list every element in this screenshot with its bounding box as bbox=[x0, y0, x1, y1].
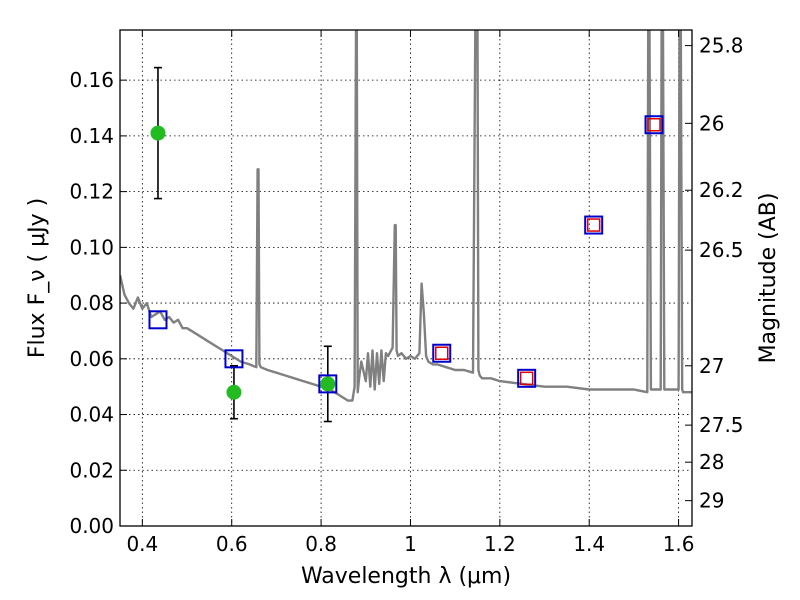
data-layer bbox=[120, 30, 692, 423]
model-square bbox=[224, 349, 244, 369]
y-tick-label: 0.06 bbox=[69, 347, 114, 371]
y-tick-label: 0.12 bbox=[69, 180, 114, 204]
x-tick-label: 0.8 bbox=[305, 532, 337, 556]
model-square-inner bbox=[647, 117, 661, 132]
right-tick-label: 27 bbox=[699, 354, 724, 378]
model-square-inner bbox=[435, 346, 449, 360]
y-tick-label: 0.04 bbox=[69, 403, 114, 427]
axes: 0.4 0.6 0.8 1 1.2 1.4 1.6 0.00 0.02 0.04 0.06 0.08 0… bbox=[69, 30, 744, 556]
spectrum-line bbox=[120, 30, 692, 402]
model-square bbox=[318, 374, 338, 394]
x-tick-label: 1.6 bbox=[663, 532, 695, 556]
y-tick-label: 0.08 bbox=[69, 291, 114, 315]
observed-point bbox=[150, 125, 166, 141]
right-tick-label: 26.5 bbox=[699, 238, 744, 262]
right-tick-label: 26 bbox=[699, 111, 724, 135]
right-axis-label: Magnitude (AB) bbox=[756, 193, 781, 364]
x-tick-label: 0.4 bbox=[126, 532, 158, 556]
right-tick-label: 27.5 bbox=[699, 413, 744, 437]
y-tick-label: 0.02 bbox=[69, 458, 114, 482]
grid bbox=[120, 30, 692, 527]
model-square bbox=[644, 115, 664, 135]
x-tick-label: 1.2 bbox=[484, 532, 516, 556]
observed-point bbox=[226, 384, 242, 400]
right-tick-label: 29 bbox=[699, 489, 724, 513]
model-square bbox=[432, 343, 452, 363]
y-tick-label: 0.16 bbox=[69, 68, 114, 92]
model-square-inner bbox=[519, 371, 534, 386]
y-tick-label: 0.14 bbox=[69, 124, 114, 148]
x-tick-label: 1.4 bbox=[573, 532, 605, 556]
right-tick-label: 26.2 bbox=[699, 178, 744, 202]
model-square bbox=[148, 310, 168, 330]
plot-frame bbox=[119, 29, 693, 527]
x-tick-label: 0.6 bbox=[216, 532, 248, 556]
y-tick-label: 0.10 bbox=[69, 235, 114, 259]
model-square bbox=[517, 368, 537, 388]
observed-point bbox=[320, 376, 336, 392]
x-axis-label: Wavelength λ (μm) bbox=[301, 564, 511, 589]
model-square-inner bbox=[586, 218, 601, 232]
right-tick-label: 25.8 bbox=[699, 34, 744, 58]
right-tick-label: 28 bbox=[699, 450, 724, 474]
x-tick-label: 1 bbox=[404, 532, 417, 556]
y-tick-label: 0.00 bbox=[69, 514, 114, 538]
y-axis-label: Flux F_ν ( μJy ) bbox=[25, 198, 50, 358]
model-square bbox=[584, 215, 604, 235]
